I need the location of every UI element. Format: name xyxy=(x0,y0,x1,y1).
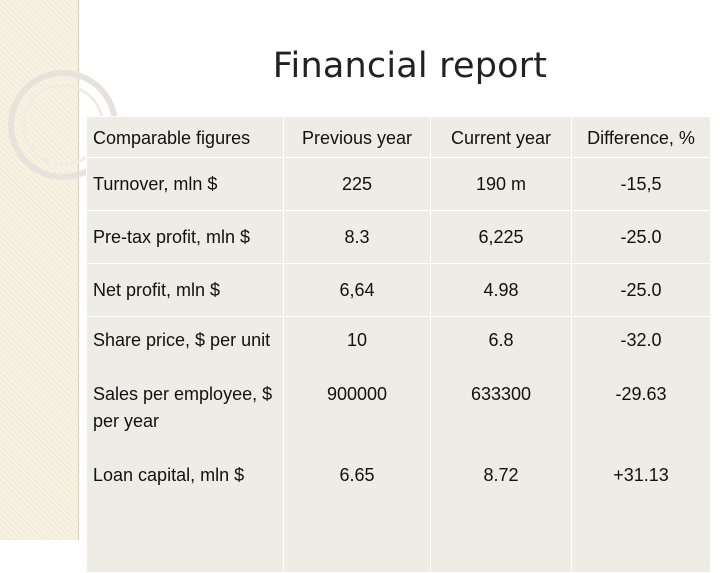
current-value: 4.98 xyxy=(430,263,572,317)
current-value-sales-per-employee: 633300 xyxy=(470,384,532,404)
row-label-share-price: Share price, $ per unit xyxy=(93,330,271,350)
current-value-loan-capital: 8.72 xyxy=(483,465,519,485)
current-value: 6,225 xyxy=(430,210,572,264)
difference-value: -25.0 xyxy=(571,263,711,317)
financial-report-table: Comparable figures Previous year Current… xyxy=(86,116,711,573)
header-difference: Difference, % xyxy=(571,116,711,158)
header-current-year: Current year xyxy=(430,116,572,158)
difference-value-loan-capital: +31.13 xyxy=(613,465,669,485)
row-label-loan-capital: Loan capital, mln $ xyxy=(93,465,245,485)
row-label: Pre-tax profit, mln $ xyxy=(86,210,284,264)
row-label: Net profit, mln $ xyxy=(86,263,284,317)
difference-value-share-price: -32.0 xyxy=(620,330,662,350)
merged-previous-cell: 10 900000 6.65 xyxy=(283,316,431,573)
header-previous-year: Previous year xyxy=(283,116,431,158)
table-row-merged: Share price, $ per unit Sales per employ… xyxy=(86,316,711,573)
merged-current-cell: 6.8 633300 8.72 xyxy=(430,316,572,573)
page-title: Financial report xyxy=(272,46,548,86)
current-value-share-price: 6.8 xyxy=(488,330,514,350)
difference-value: -15,5 xyxy=(571,157,711,211)
row-label: Turnover, mln $ xyxy=(86,157,284,211)
difference-value: -25.0 xyxy=(571,210,711,264)
merged-difference-cell: -32.0 -29.63 +31.13 xyxy=(571,316,711,573)
table-row-turnover: Turnover, mln $ 225 190 m -15,5 xyxy=(86,157,711,211)
difference-value-sales-per-employee: -29.63 xyxy=(615,384,667,404)
row-label-sales-per-employee: Sales per employee, $ per year xyxy=(93,384,273,431)
table-row-net-profit: Net profit, mln $ 6,64 4.98 -25.0 xyxy=(86,263,711,317)
previous-value-sales-per-employee: 900000 xyxy=(326,384,388,404)
header-comparable-figures: Comparable figures xyxy=(86,116,284,158)
previous-value: 8.3 xyxy=(283,210,431,264)
previous-value: 6,64 xyxy=(283,263,431,317)
previous-value-share-price: 10 xyxy=(346,330,368,350)
current-value: 190 m xyxy=(430,157,572,211)
table-header-row: Comparable figures Previous year Current… xyxy=(86,116,711,158)
previous-value-loan-capital: 6.65 xyxy=(339,465,375,485)
merged-label-cell: Share price, $ per unit Sales per employ… xyxy=(86,316,284,573)
previous-value: 225 xyxy=(283,157,431,211)
table-row-pretax-profit: Pre-tax profit, mln $ 8.3 6,225 -25.0 xyxy=(86,210,711,264)
